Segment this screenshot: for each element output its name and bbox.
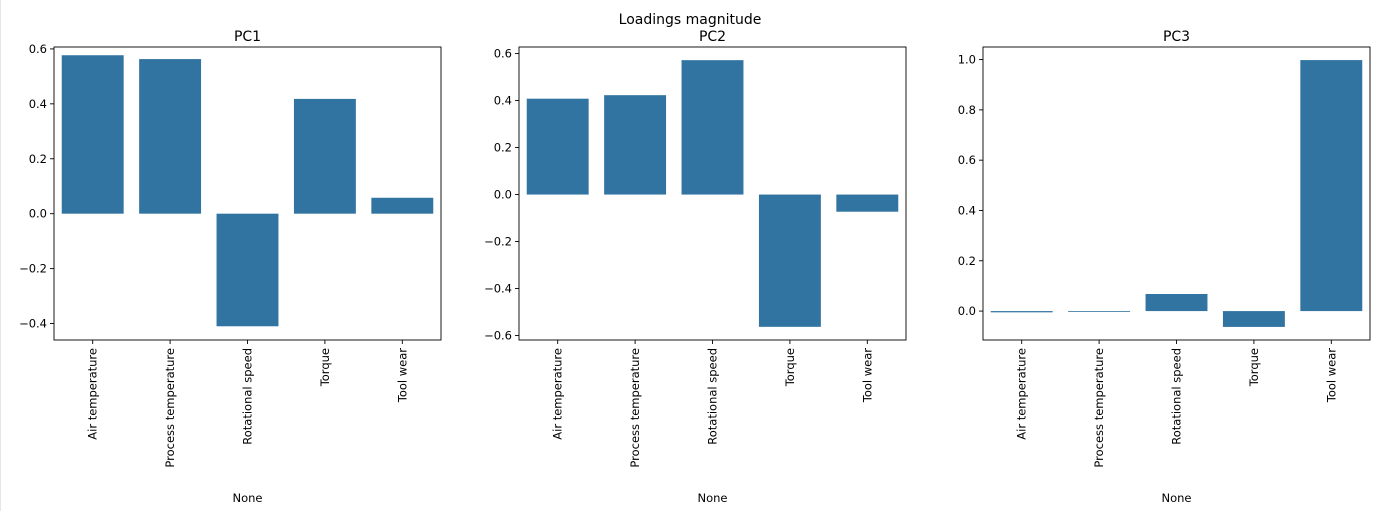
x-axis-label: None (232, 491, 262, 505)
x-tick-label: Process temperature (1092, 348, 1106, 468)
y-tick-label: 0.4 (958, 203, 976, 217)
x-tick-label: Tool wear (1324, 348, 1338, 404)
y-tick-label: 0.6 (29, 42, 47, 56)
x-tick-label: Process temperature (628, 348, 642, 468)
bar-air-temperature (990, 311, 1053, 313)
y-tick-label: −0.4 (484, 282, 512, 296)
y-tick-label: 0.6 (958, 153, 976, 167)
x-axis-label: None (697, 491, 727, 505)
bar-rotational-speed (216, 213, 279, 327)
bar-torque (758, 194, 821, 327)
subplots: PC1 −0.4 −0.2 0.0 0.2 0.4 0.6 Air temperature Pr… (19, 29, 1371, 505)
bar-tool-wear (371, 197, 434, 214)
y-tick-label: 0.2 (958, 254, 976, 268)
x-tick-label: Air temperature (1015, 348, 1029, 440)
y-tick-label: −0.6 (484, 329, 512, 343)
x-tick-label: Tool wear (860, 348, 874, 404)
bar-rotational-speed (1145, 293, 1208, 312)
y-tick-label: −0.2 (484, 235, 512, 249)
y-tick-label: −0.4 (19, 317, 47, 331)
bar-torque (293, 98, 356, 214)
y-tick-label: 0.0 (29, 207, 47, 221)
x-axis-label: None (1161, 491, 1191, 505)
x-tick-label: Tool wear (395, 348, 409, 404)
y-tick-label: 0.4 (29, 97, 47, 111)
y-tick-label: 0.2 (29, 152, 47, 166)
y-tick-label: 0.8 (958, 103, 976, 117)
y-tick-label: 0.0 (958, 304, 976, 318)
x-tick-label: Rotational speed (706, 348, 720, 445)
bar-torque (1222, 311, 1285, 327)
subplot-title: PC3 (1163, 29, 1190, 45)
x-tick-label: Rotational speed (1170, 348, 1184, 445)
subplot-pc2: PC2 −0.6 −0.4 −0.2 0.0 0.2 0.4 0.6 Air temperatu… (484, 29, 907, 505)
y-tick-label: 0.0 (494, 188, 512, 202)
x-tick-label: Air temperature (86, 348, 100, 440)
y-tick-label: 1.0 (958, 53, 976, 67)
bar-tool-wear (1300, 60, 1363, 312)
x-tick-label: Process temperature (163, 348, 177, 468)
subplot-title: PC1 (234, 29, 261, 45)
x-tick-label: Torque (1247, 348, 1261, 387)
x-tick-label: Air temperature (551, 348, 565, 440)
bar-air-temperature (526, 98, 589, 195)
bar-process-temperature (1068, 311, 1131, 312)
bar-rotational-speed (681, 60, 744, 195)
y-tick-label: 0.6 (494, 47, 512, 61)
subplot-pc1: PC1 −0.4 −0.2 0.0 0.2 0.4 0.6 Air temperature Pr… (19, 29, 442, 505)
x-tick-label: Torque (318, 348, 332, 387)
figure-suptitle: Loadings magnitude (619, 12, 762, 28)
left-border (0, 0, 1, 511)
subplot-title: PC2 (699, 29, 726, 45)
bar-air-temperature (61, 55, 124, 214)
y-tick-label: 0.2 (494, 141, 512, 155)
x-tick-label: Torque (783, 348, 797, 387)
y-tick-label: 0.4 (494, 94, 512, 108)
bar-process-temperature (604, 95, 667, 195)
subplot-pc3: PC3 0.0 0.2 0.4 0.6 0.8 1.0 Air temperature Proc… (958, 29, 1371, 505)
bar-tool-wear (836, 194, 899, 212)
y-tick-label: −0.2 (19, 262, 47, 276)
x-tick-label: Rotational speed (241, 348, 255, 445)
bar-process-temperature (139, 59, 202, 214)
